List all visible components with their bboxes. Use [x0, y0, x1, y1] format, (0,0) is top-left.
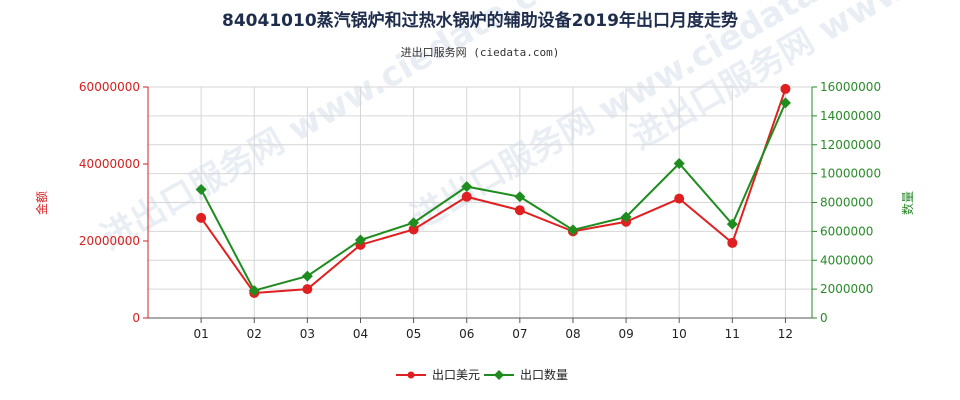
y-left-tick-label: 0	[132, 311, 140, 325]
x-tick-label: 04	[353, 327, 368, 341]
data-point-amount	[196, 212, 207, 223]
y-left-axis-label: 金额	[34, 191, 49, 215]
x-tick-label: 11	[725, 327, 740, 341]
data-point-quantity	[567, 224, 579, 236]
x-tick-label: 02	[247, 327, 262, 341]
legend: 出口美元 出口数量	[396, 367, 568, 382]
x-tick-label: 06	[459, 327, 474, 341]
data-point-quantity	[354, 234, 366, 246]
x-tick-label: 12	[778, 327, 793, 341]
data-point-amount	[514, 205, 525, 216]
series-layer	[195, 83, 791, 298]
data-point-amount	[461, 191, 472, 202]
data-point-amount	[780, 83, 791, 94]
x-tick-label: 10	[672, 327, 687, 341]
x-tick-label: 03	[300, 327, 315, 341]
y-right-tick-label: 16000000	[820, 80, 881, 94]
data-point-quantity	[301, 270, 313, 282]
watermark-text: 进出口服务网 www.ciedata.com	[95, 0, 595, 258]
x-tick-label: 05	[406, 327, 421, 341]
axes-layer: 0 20000000 40000000 60000000 0 2000000 4000000…	[79, 80, 881, 341]
y-left-tick-label: 20000000	[79, 234, 140, 248]
data-point-amount	[302, 284, 313, 295]
y-right-tick-label: 6000000	[820, 224, 873, 238]
data-point-quantity	[673, 158, 685, 170]
data-point-quantity	[726, 218, 738, 230]
data-point-amount	[408, 224, 419, 235]
legend-label-amount: 出口美元	[432, 368, 480, 382]
data-point-quantity	[461, 181, 473, 193]
y-right-tick-label: 0	[820, 311, 828, 325]
data-point-quantity	[248, 285, 260, 297]
legend-label-quantity: 出口数量	[520, 367, 568, 382]
chart-title: 84041010蒸汽锅炉和过热水锅炉的辅助设备2019年出口月度走势	[222, 10, 738, 31]
y-right-tick-label: 12000000	[820, 138, 881, 152]
y-right-tick-label: 10000000	[820, 167, 881, 181]
data-point-quantity	[514, 191, 526, 203]
data-point-quantity	[620, 211, 632, 223]
y-left-tick-label: 60000000	[79, 80, 140, 94]
legend-marker-quantity	[494, 370, 504, 380]
x-tick-label: 07	[512, 327, 527, 341]
y-right-tick-label: 2000000	[820, 282, 873, 296]
data-point-amount	[674, 193, 685, 204]
y-right-tick-label: 4000000	[820, 253, 873, 267]
data-point-quantity	[195, 184, 207, 196]
x-tick-label: 09	[618, 327, 633, 341]
legend-marker-amount	[407, 371, 415, 379]
y-left-tick-label: 40000000	[79, 157, 140, 171]
y-right-tick-label: 8000000	[820, 196, 873, 210]
data-point-amount	[727, 237, 738, 248]
series-line-quantity	[200, 102, 787, 292]
data-point-quantity	[779, 97, 791, 109]
series-line-amount	[200, 88, 787, 295]
chart-subtitle: 进出口服务网 (ciedata.com)	[401, 45, 560, 59]
y-right-tick-label: 14000000	[820, 109, 881, 123]
data-point-quantity	[408, 217, 420, 229]
y-right-axis-label: 数量	[900, 191, 915, 215]
x-tick-label: 01	[193, 327, 208, 341]
x-tick-label: 08	[565, 327, 580, 341]
